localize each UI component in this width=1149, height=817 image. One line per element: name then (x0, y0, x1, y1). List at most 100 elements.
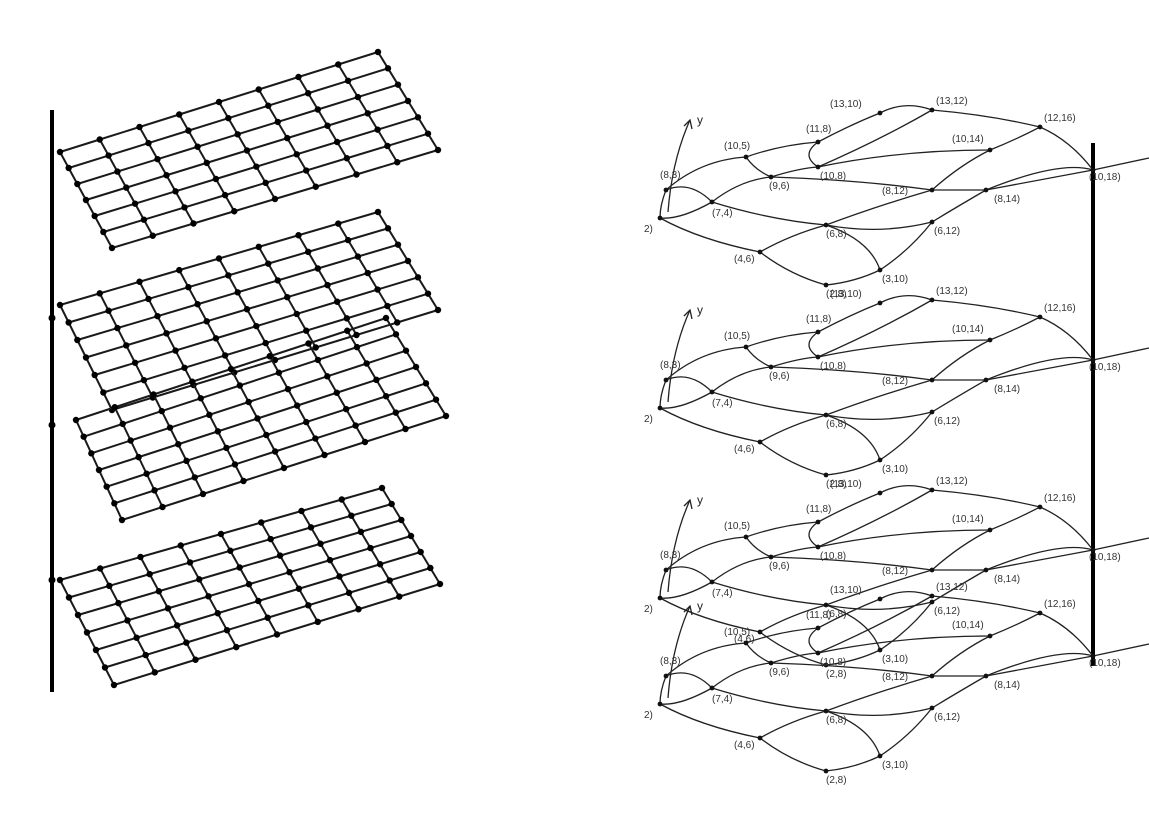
graph-edge (666, 673, 712, 688)
grid-edge (109, 574, 149, 586)
grid-node (384, 303, 390, 309)
graph-edge (818, 596, 932, 653)
graph-node (824, 603, 829, 608)
grid-edge (147, 461, 187, 474)
grid-edge (181, 534, 221, 546)
grid-edge (406, 416, 447, 429)
grid-node (196, 576, 202, 582)
grid-edge (347, 306, 388, 318)
grid-node (339, 496, 345, 502)
grid-edge (396, 400, 436, 413)
graph-layer-4: y(8,3)2)(7,4)(10,5)(9,6)(11,8)(10,8)(13,… (644, 582, 1149, 786)
grid-edge (176, 338, 216, 350)
node-label: (8,14) (994, 574, 1020, 585)
grid-node (443, 413, 449, 419)
grid-edge (199, 568, 239, 580)
grid-edge (256, 314, 296, 326)
node-label: (13,12) (936, 476, 968, 487)
grid-node (111, 500, 117, 506)
node-label: (8,3) (660, 360, 681, 371)
grid-node (253, 323, 259, 329)
grid-node (403, 347, 409, 353)
grid-node (152, 669, 158, 675)
graph-node (984, 378, 989, 383)
graph-edge (746, 537, 771, 557)
grid-edge (100, 557, 140, 569)
grid-edge (371, 536, 412, 548)
grid-node (123, 184, 129, 190)
grid-node (355, 253, 361, 259)
grid-node (345, 237, 351, 243)
node-label: (8,12) (882, 566, 908, 577)
grid-node (265, 260, 271, 266)
grid-edge (76, 407, 115, 420)
grid-node (435, 147, 441, 153)
graph-edge (666, 567, 712, 582)
grid-node (327, 557, 333, 563)
graph-node (878, 648, 883, 653)
grid-node (224, 627, 230, 633)
grid-node (265, 103, 271, 109)
grid-edge (221, 523, 261, 535)
grid-node (375, 49, 381, 55)
grid-node (73, 417, 79, 423)
grid-edge (278, 110, 318, 122)
grid-node (206, 412, 212, 418)
grid-edge (126, 175, 166, 187)
grid-edge (153, 385, 194, 398)
grid-node (109, 245, 115, 251)
graph-node (824, 769, 829, 774)
node-label: (8,12) (882, 672, 908, 683)
grid-edge (258, 589, 299, 601)
grid-edge (270, 344, 309, 357)
grid-edge (318, 257, 358, 269)
grid-edge (112, 398, 153, 411)
graph-edge (760, 738, 826, 771)
grid-edge (230, 539, 270, 551)
grid-node (105, 152, 111, 158)
grid-node (240, 478, 246, 484)
grid-edge (266, 422, 306, 435)
grid-node (74, 337, 80, 343)
grid-node (84, 629, 90, 635)
grid-edge (308, 593, 349, 605)
grid-node (352, 422, 358, 428)
graph-node (769, 661, 774, 666)
grid-edge (365, 429, 406, 442)
graph-edge (986, 170, 1093, 190)
grid-node (112, 404, 118, 410)
graph-node (930, 188, 935, 193)
graph-edge (932, 530, 990, 570)
grid-node (365, 110, 371, 116)
grid-node (343, 406, 349, 412)
grid-node (176, 111, 182, 117)
node-label: (9,6) (769, 181, 790, 192)
grid-node (181, 204, 187, 210)
grid-edge (77, 172, 117, 184)
grid-node (102, 664, 108, 670)
grid-edge (167, 321, 207, 333)
grid-node (313, 184, 319, 190)
y-axis-label: y (697, 599, 703, 613)
grid-node (216, 255, 222, 261)
grid-edge (351, 504, 391, 516)
grid-node (385, 225, 391, 231)
grid-edge (330, 548, 371, 560)
grid-node (119, 517, 125, 523)
grid-edge (126, 333, 166, 345)
grid-node (393, 331, 399, 337)
grid-edge (318, 97, 358, 109)
graph-edge (990, 127, 1040, 150)
node-label: (10,18) (1089, 362, 1121, 373)
grid-node (150, 391, 156, 397)
grid-node (141, 217, 147, 223)
y-axis-arrow (668, 120, 690, 212)
grid-edge (357, 323, 398, 336)
grid-edge (118, 591, 158, 603)
grid-node (402, 426, 408, 432)
graph-edge (746, 347, 771, 367)
grid-edge (259, 77, 299, 90)
graph-edge (826, 756, 880, 771)
grid-node (154, 156, 160, 162)
node-label: (6,8) (826, 229, 847, 240)
